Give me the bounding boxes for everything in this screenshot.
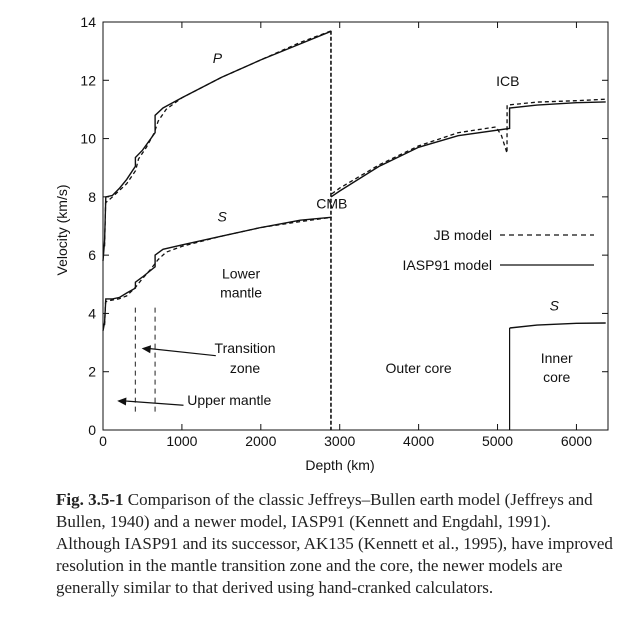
iasp91-curve-3 xyxy=(509,322,606,329)
annotation-label: S xyxy=(217,209,227,225)
legend-label: IASP91 model xyxy=(403,257,493,273)
y-tick-label: 10 xyxy=(80,131,96,147)
annotations: P S S CMB ICB Lower mantle Transition zone Upper … xyxy=(187,50,573,408)
boundary-lines xyxy=(134,30,511,430)
legend: JB model IASP91 model xyxy=(403,227,594,273)
arrow-head xyxy=(141,345,152,354)
y-tick-label: 14 xyxy=(80,14,96,30)
annotation-arrows xyxy=(117,345,216,406)
plot-frame xyxy=(102,21,609,431)
y-tick-label: 2 xyxy=(88,364,96,380)
y-tick-label: 8 xyxy=(88,189,96,205)
x-tick-label: 6000 xyxy=(561,433,592,449)
iasp91-curve-0 xyxy=(102,30,332,262)
axis-ticks xyxy=(102,21,608,431)
annotation-label: Inner xyxy=(541,350,573,366)
y-axis-label: Velocity (km/s) xyxy=(54,184,70,275)
x-tick-label: 2000 xyxy=(245,433,276,449)
y-tick-label: 4 xyxy=(88,305,96,321)
tick-labels: 0 1000 2000 3000 4000 5000 6000 0 2 4 6 8 10 12 14 xyxy=(80,14,592,449)
arrow-shaft xyxy=(123,400,184,406)
annotation-label: ICB xyxy=(496,73,519,89)
arrow-head xyxy=(117,397,127,406)
caption-figure-label: Fig. 3.5-1 xyxy=(56,490,124,509)
annotation-label: mantle xyxy=(220,284,262,300)
annotation-label: Upper mantle xyxy=(187,392,271,408)
annotation-label: CMB xyxy=(316,196,347,212)
x-tick-label: 4000 xyxy=(403,433,434,449)
y-tick-label: 0 xyxy=(88,422,96,438)
y-tick-label: 12 xyxy=(80,72,96,88)
iasp91-curve-1 xyxy=(330,101,606,198)
annotation-label: Transition xyxy=(215,340,276,356)
x-tick-label: 3000 xyxy=(324,433,355,449)
annotation-label: S xyxy=(550,298,560,314)
iasp91-curve-2 xyxy=(102,216,332,332)
annotation-label: Outer core xyxy=(386,360,452,376)
annotation-label: P xyxy=(213,50,223,66)
annotation-label: zone xyxy=(230,360,261,376)
plot-border xyxy=(102,21,609,431)
figure-caption: Fig. 3.5-1 Comparison of the classic Jef… xyxy=(56,489,616,599)
annotation-label: Lower xyxy=(222,265,260,281)
x-tick-label: 0 xyxy=(99,433,107,449)
x-axis-label: Depth (km) xyxy=(305,457,374,473)
arrow-shaft xyxy=(147,347,216,357)
series-lines xyxy=(102,30,606,332)
caption-text: Comparison of the classic Jeffreys–Bulle… xyxy=(56,490,613,597)
velocity-depth-chart: 0 1000 2000 3000 4000 5000 6000 0 2 4 6 8 10 12 14 JB … xyxy=(54,14,609,473)
x-tick-label: 1000 xyxy=(166,433,197,449)
annotation-label: core xyxy=(543,369,570,385)
x-tick-label: 5000 xyxy=(482,433,513,449)
y-tick-label: 6 xyxy=(88,247,96,263)
jb-curve-1 xyxy=(331,98,606,195)
jb-curve-2 xyxy=(103,216,332,326)
legend-label: JB model xyxy=(434,227,492,243)
